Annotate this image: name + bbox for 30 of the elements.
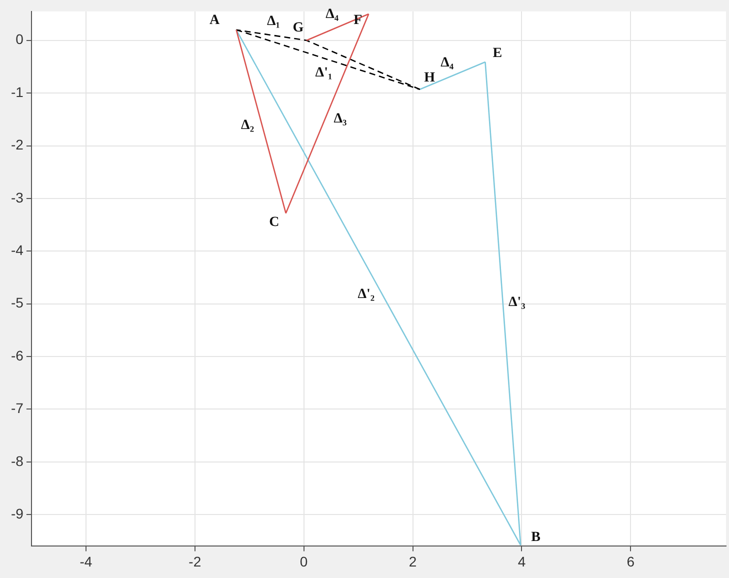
y-tick-label: -6	[10, 347, 24, 364]
y-tick-label: -2	[10, 136, 24, 153]
y-tick-label: -7	[10, 400, 24, 416]
x-tick-label: 2	[408, 553, 417, 570]
x-tick-label: 0	[300, 553, 308, 570]
x-tick-label: -2	[188, 553, 202, 570]
x-tick-label: 4	[518, 553, 526, 570]
x-tick-label: 6	[626, 553, 635, 570]
y-tick-label: -8	[10, 452, 24, 469]
x-tick-label: -4	[80, 553, 92, 570]
series-label: Δ₁	[266, 14, 280, 29]
series-label: Δ₂	[241, 118, 254, 133]
series-label: Δ'₁	[315, 66, 332, 81]
annotation: G	[292, 20, 304, 36]
annotation: B	[531, 530, 540, 545]
y-tick-label: -9	[10, 505, 24, 522]
annotation: C	[269, 215, 280, 230]
y-tick-label: -4	[10, 242, 24, 258]
series-label: Δ'₂	[358, 286, 375, 302]
series-label: Δ₄	[326, 6, 340, 22]
annotation: A	[210, 13, 221, 28]
annotation: H	[424, 70, 436, 86]
annotation: E	[492, 46, 502, 61]
series-label: Δ'₃	[508, 295, 526, 310]
series-label: Δ₃	[334, 112, 347, 127]
y-tick-label: -1	[10, 84, 24, 100]
y-tick-label: -3	[10, 189, 24, 206]
series-label: Δ₄	[440, 55, 454, 70]
y-tick-label: -5	[10, 294, 24, 311]
y-tick-label: 0	[16, 31, 24, 48]
